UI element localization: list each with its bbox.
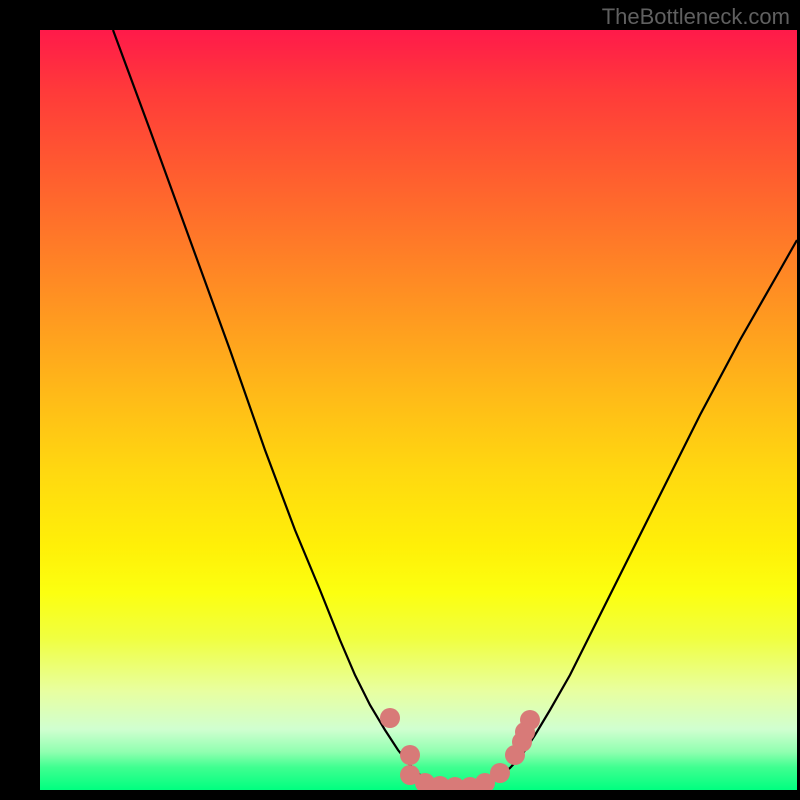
curve-marker <box>380 708 400 728</box>
watermark-text: TheBottleneck.com <box>602 4 790 30</box>
curve-marker <box>520 710 540 730</box>
chart-plot-area <box>40 30 797 790</box>
curve-marker <box>490 763 510 783</box>
bottleneck-curve <box>40 30 797 790</box>
curve-marker <box>400 745 420 765</box>
